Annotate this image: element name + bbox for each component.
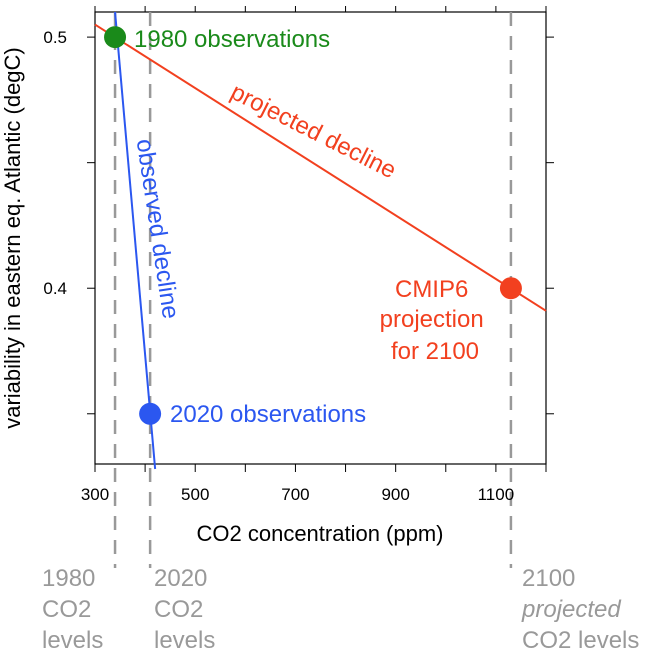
plot-frame (94, 11, 547, 465)
co2-1980-label-line-1: 1980 (42, 565, 95, 592)
obs-1980-label: 1980 observations (134, 26, 330, 53)
fit-lines (94, 11, 547, 470)
co2-2100-label-line-1: 2100 (522, 565, 575, 592)
line-projected (94, 23, 547, 312)
co2-2020-label-line-1: 2020 (154, 565, 207, 592)
point-cmip6-2100 (499, 277, 522, 300)
y-axis-label: variability in eastern eq. Atlantic (deg… (0, 47, 25, 429)
x-axis-label: CO2 concentration (ppm) (197, 521, 444, 546)
point-obs-1980 (104, 26, 127, 49)
co2-2100-label: 2100 projected CO2 levels (521, 565, 639, 654)
x-tick-label-900: 900 (381, 485, 409, 504)
x-tick-label-1100: 1100 (478, 485, 515, 504)
cmip6-label-line-2: projection (380, 306, 484, 333)
observed-decline-label: observed decline (131, 137, 185, 320)
point-obs-2020 (139, 402, 162, 425)
co2-1980-label-line-2: CO2 (42, 596, 91, 623)
data-points (104, 26, 522, 425)
y-tick-label-0.5: 0.5 (43, 28, 67, 47)
cmip6-label: CMIP6 projection for 2100 (380, 276, 491, 365)
x-axis-ticks: 300 500 700 900 1100 (81, 6, 547, 504)
x-tick-label-500: 500 (181, 485, 209, 504)
co2-2020-label-line-3: levels (154, 627, 215, 654)
projected-decline-label: projected decline (226, 78, 400, 184)
line-observed (114, 11, 157, 470)
co2-2100-label-line-2: projected (521, 596, 621, 623)
co2-2100-label-line-3: CO2 levels (522, 627, 639, 654)
cmip6-label-line-1: CMIP6 (395, 276, 468, 303)
co2-1980-label-line-3: levels (42, 627, 103, 654)
x-tick-label-300: 300 (81, 485, 109, 504)
co2-2020-label: 2020 CO2 levels (154, 565, 215, 654)
y-axis-ticks: 0.4 0.5 (43, 28, 554, 415)
obs-2020-label: 2020 observations (170, 401, 366, 428)
co2-2020-label-line-2: CO2 (154, 596, 203, 623)
cmip6-label-line-3: for 2100 (391, 338, 479, 365)
y-tick-label-0.4: 0.4 (43, 279, 67, 298)
x-tick-label-700: 700 (281, 485, 309, 504)
co2-1980-label: 1980 CO2 levels (42, 565, 103, 654)
